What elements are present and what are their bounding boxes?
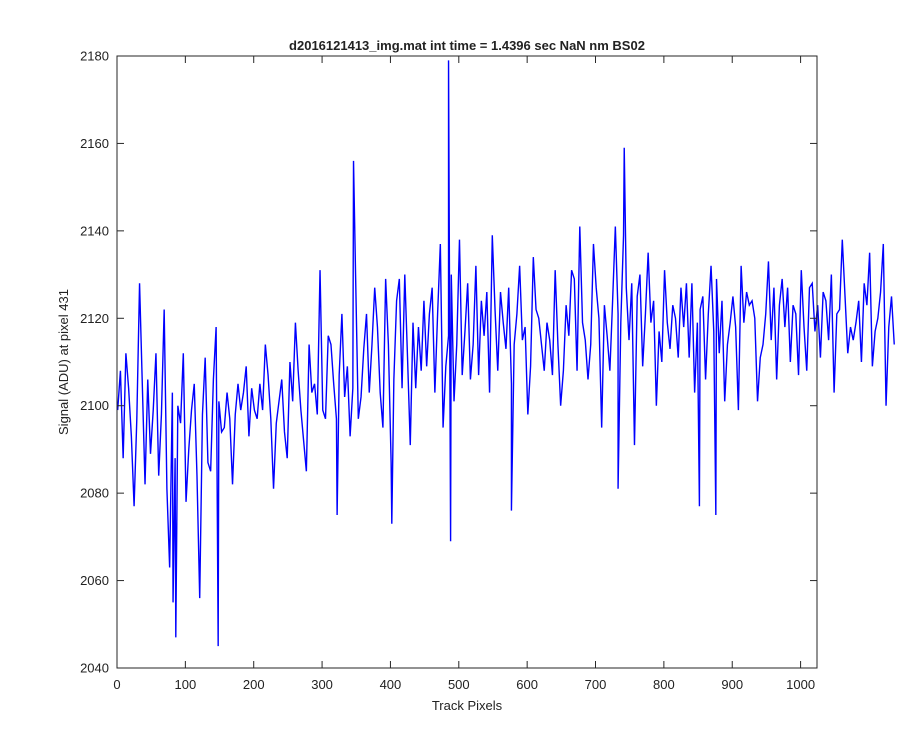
plot-area (117, 56, 817, 668)
y-tick-label: 2140 (80, 223, 109, 238)
y-tick-label: 2180 (80, 49, 109, 64)
x-tick-label: 1000 (786, 677, 815, 692)
y-tick-label: 2160 (80, 136, 109, 151)
x-tick-label: 200 (243, 677, 265, 692)
y-tick-label: 2080 (80, 486, 109, 501)
x-tick-label: 0 (113, 677, 120, 692)
y-tick-label: 2060 (80, 573, 109, 588)
x-tick-label: 800 (653, 677, 675, 692)
x-tick-label: 500 (448, 677, 470, 692)
axes-box (116, 55, 818, 669)
y-tick-label: 2040 (80, 661, 109, 676)
axes-layer: 0 100 200 300 400 500 600 700 800 900 1000 2040 2060… (80, 49, 817, 692)
x-tick-label: 900 (721, 677, 743, 692)
y-tick-label: 2120 (80, 311, 109, 326)
y-tick-label: 2100 (80, 398, 109, 413)
chart-title: d2016121413_img.mat int time = 1.4396 se… (289, 38, 645, 53)
signal-series-line (116, 60, 895, 647)
x-axis-label: Track Pixels (432, 698, 503, 713)
x-tick-label: 400 (380, 677, 402, 692)
x-tick-label: 100 (175, 677, 197, 692)
x-tick-label: 700 (585, 677, 607, 692)
y-axis-label: Signal (ADU) at pixel 431 (56, 289, 71, 435)
x-tick-label: 600 (516, 677, 538, 692)
data-layer (116, 60, 895, 647)
x-tick-label: 300 (311, 677, 333, 692)
